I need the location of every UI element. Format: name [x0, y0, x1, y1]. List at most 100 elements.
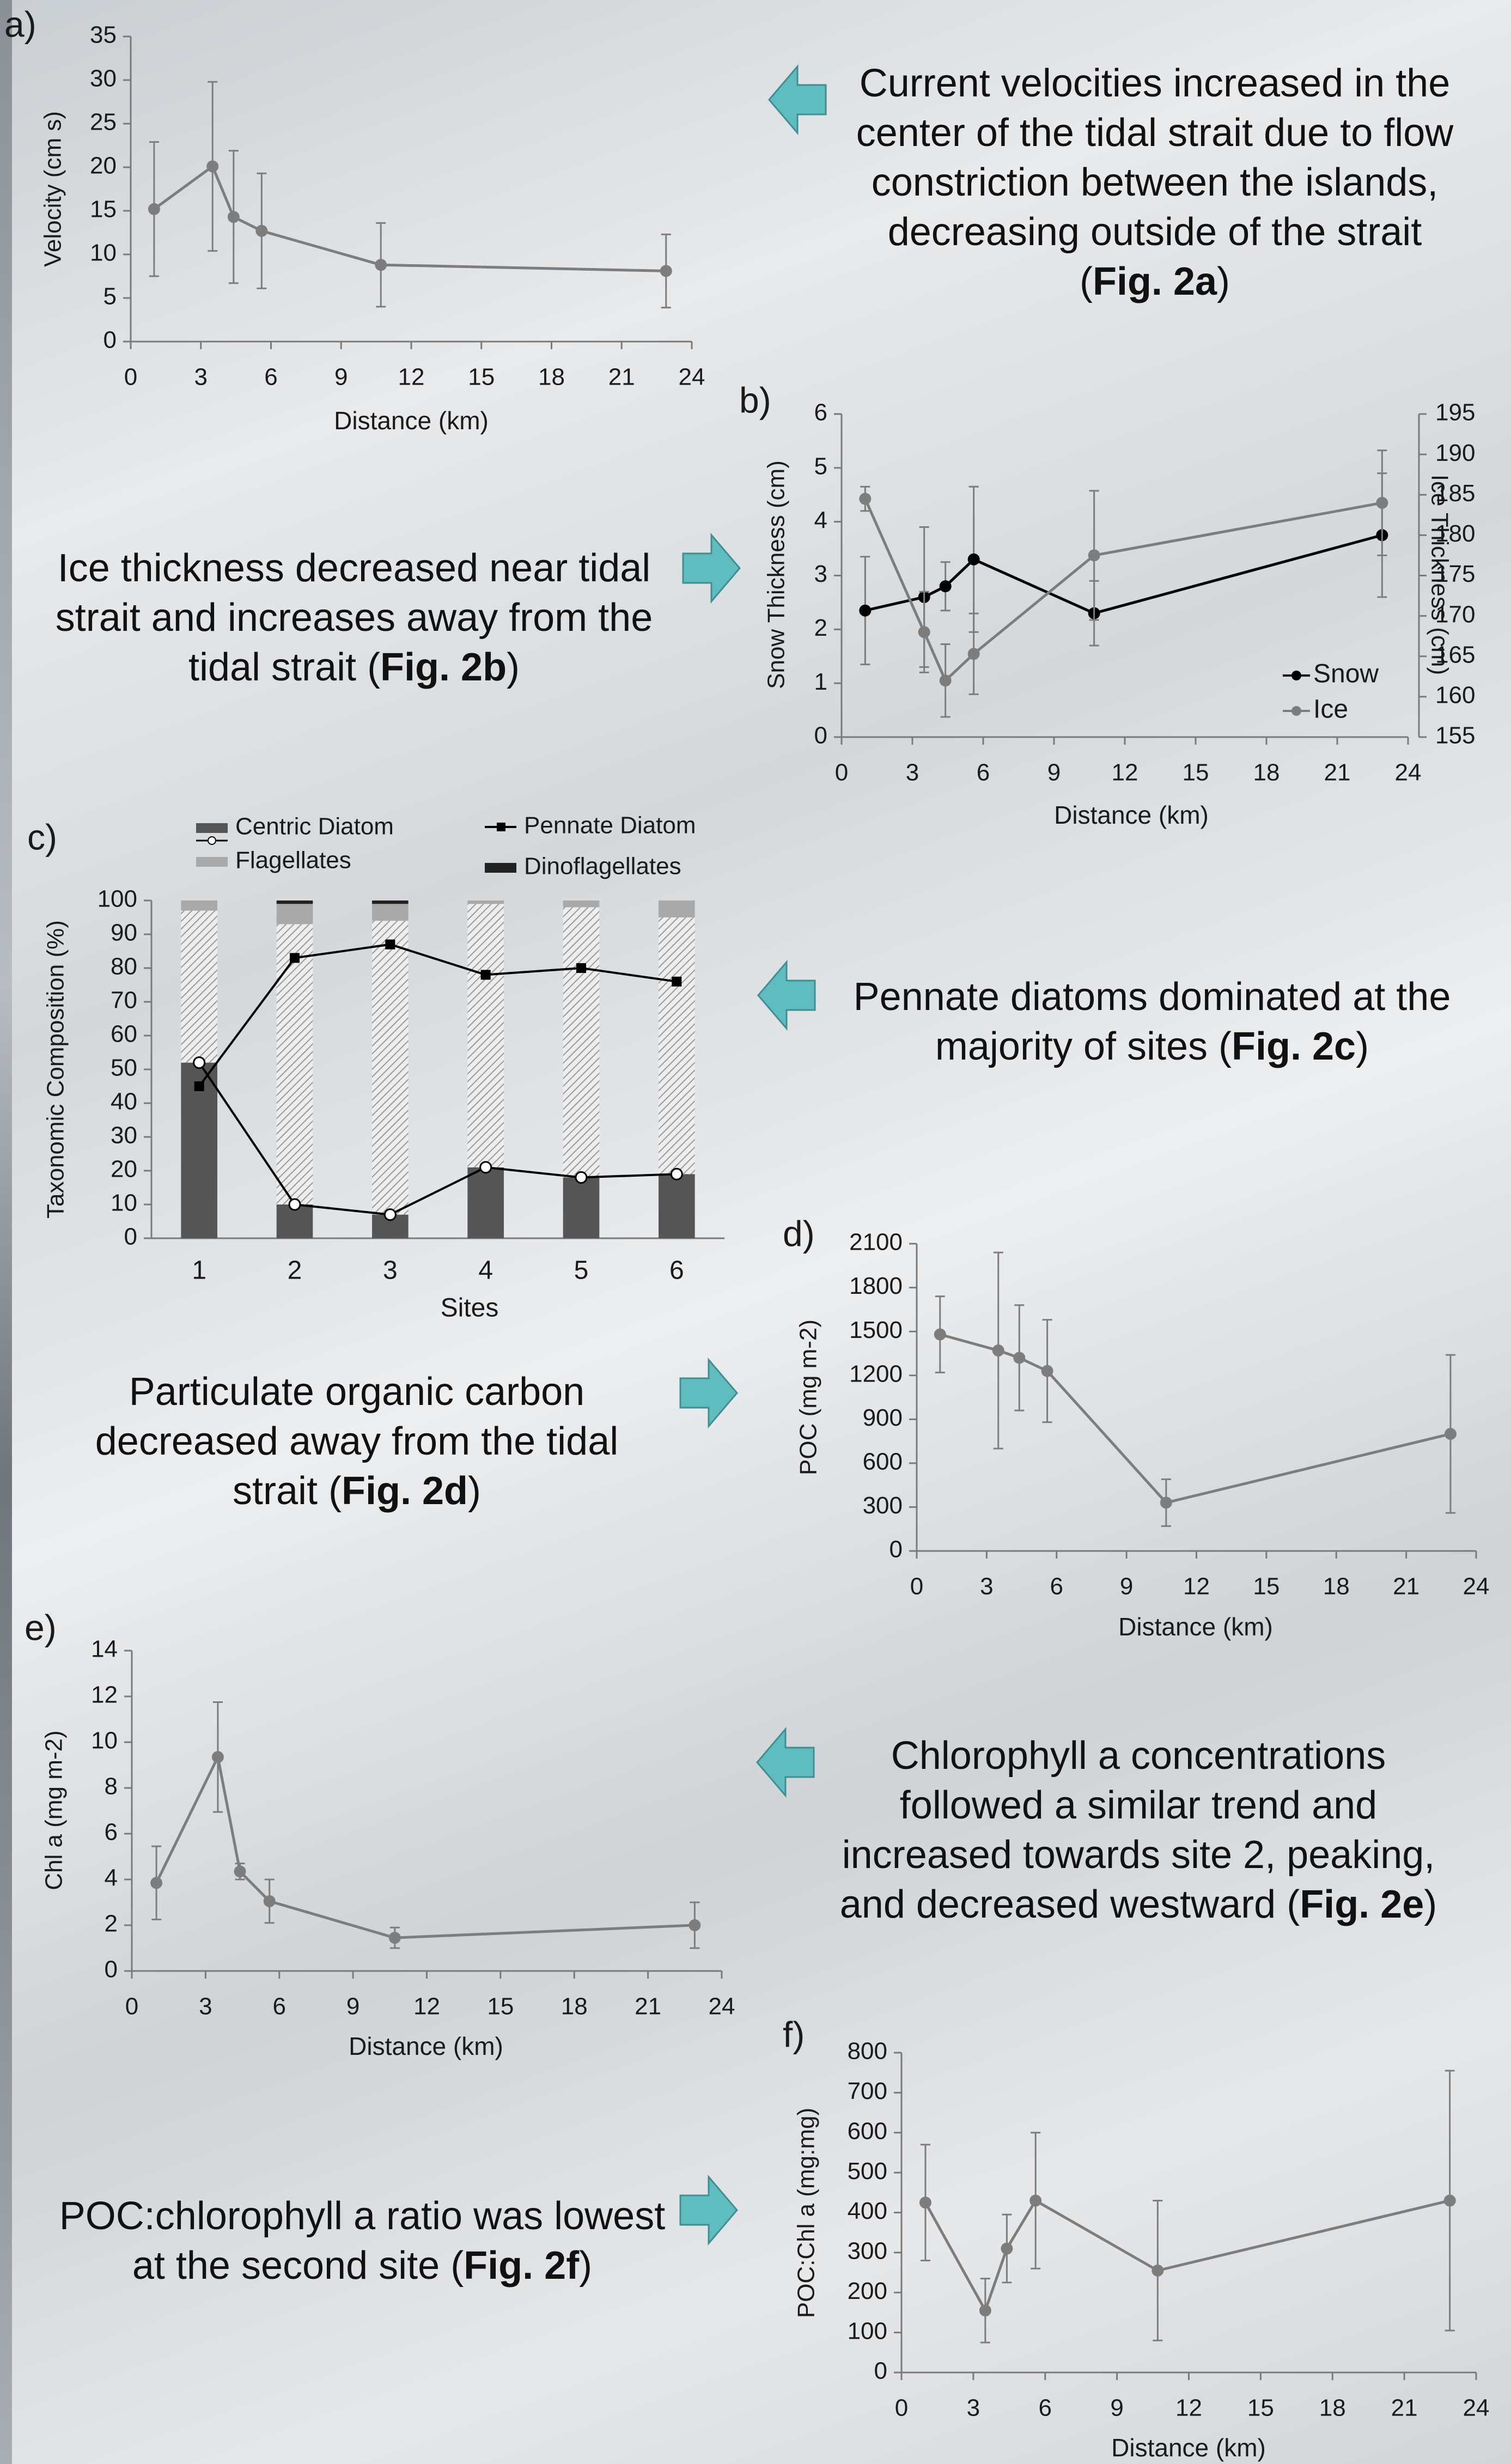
y2-tick-label: 160 — [1435, 682, 1475, 709]
x-tick-label: 18 — [538, 364, 565, 391]
marker-snow — [939, 580, 952, 593]
x-tick-label: 1 — [192, 1256, 206, 1285]
x-tick-label: 24 — [1463, 2395, 1490, 2422]
marker-series — [1001, 2242, 1013, 2255]
x-tick-label: 21 — [608, 364, 635, 391]
callout-d-text: Particulate organic carbon decreased awa… — [95, 1370, 619, 1513]
y2-tick-label: 175 — [1435, 561, 1475, 587]
x-tick-label: 5 — [574, 1256, 589, 1285]
y-tick-label: 40 — [111, 1088, 137, 1115]
bar-flagellates — [659, 901, 695, 917]
x-axis-label: Distance (km) — [1118, 1613, 1273, 1641]
y-tick-label: 100 — [848, 2317, 887, 2344]
line-centric-diatom — [198, 1062, 677, 1216]
callout-b-end: ) — [507, 646, 520, 689]
marker-pennate-diatom — [290, 953, 300, 963]
marker-series — [1444, 1428, 1457, 1440]
line-series — [940, 1333, 1451, 1505]
marker-ice — [1376, 497, 1388, 509]
callout-b: Ice thickness decreased near tidal strai… — [33, 544, 675, 692]
line-ice — [864, 498, 1382, 683]
marker-series — [919, 2197, 931, 2209]
arrow-left-icon — [756, 1727, 815, 1798]
bar-pennate-diatom — [467, 904, 504, 1167]
line-pennate-diatom — [198, 943, 677, 1087]
x-axis-label: Distance (km) — [349, 2032, 503, 2060]
x-tick-label: 2 — [288, 1256, 302, 1285]
x-tick-label: 9 — [334, 364, 348, 391]
marker-ice — [939, 674, 952, 687]
legend-label: Snow — [1313, 660, 1379, 689]
callout-b-ref: Fig. 2b — [380, 646, 507, 689]
y-tick-label: 25 — [90, 109, 117, 136]
x-tick-label: 0 — [125, 1993, 138, 2020]
x-tick-label: 15 — [1247, 2395, 1274, 2422]
callout-f-ref: Fig. 2f — [464, 2244, 580, 2287]
y-tick-label: 2 — [814, 615, 827, 641]
y-tick-label: 5 — [103, 283, 117, 310]
y-tick-label: 50 — [111, 1055, 137, 1081]
legend-swatch — [196, 823, 228, 833]
marker-series — [992, 1344, 1004, 1357]
x-tick-label: 24 — [709, 1993, 735, 2020]
y-tick-label: 200 — [848, 2278, 887, 2304]
callout-a: Current velocities increased in the cent… — [847, 59, 1463, 307]
bar-centric-diatom — [563, 1177, 600, 1238]
y-tick-label: 30 — [111, 1122, 137, 1149]
y-tick-label: 300 — [863, 1492, 903, 1519]
marker-series — [689, 1919, 701, 1931]
x-tick-label: 12 — [1175, 2395, 1202, 2422]
legend-marker — [1291, 671, 1301, 680]
arrow-left-icon — [757, 960, 816, 1031]
y-tick-label: 30 — [90, 65, 117, 92]
x-axis-label: Distance (km) — [334, 406, 489, 435]
bar-pennate-diatom — [181, 910, 217, 1063]
arrow-left-icon — [768, 64, 827, 135]
y-tick-label: 90 — [111, 920, 137, 946]
y2-tick-label: 190 — [1435, 440, 1475, 466]
arrow-right-icon — [679, 1358, 738, 1428]
marker-series — [1029, 2194, 1042, 2207]
y-tick-label: 0 — [105, 1956, 118, 1983]
y2-tick-label: 195 — [1435, 399, 1475, 426]
y-axis-label: POC:Chl a (mg:mg) — [793, 2108, 820, 2318]
y-axis-label: Velocity (cm s) — [40, 111, 66, 267]
bar-flagellates — [276, 904, 313, 924]
callout-a-ref: Fig. 2a — [1092, 260, 1217, 303]
callout-a-text: Current velocities increased in the cent… — [856, 62, 1454, 303]
x-tick-label: 6 — [1039, 2395, 1052, 2422]
y-tick-label: 500 — [848, 2158, 887, 2185]
bar-flagellates — [372, 904, 409, 921]
line-series — [155, 1753, 695, 1939]
marker-pennate-diatom — [672, 976, 682, 987]
callout-d-ref: Fig. 2d — [342, 1469, 468, 1513]
y-tick-label: 0 — [874, 2358, 887, 2384]
background-edge — [0, 0, 12, 2464]
x-tick-label: 3 — [980, 1573, 993, 1600]
y-tick-label: 5 — [814, 453, 827, 479]
x-tick-label: 6 — [669, 1256, 684, 1285]
y2-tick-label: 185 — [1435, 480, 1475, 507]
x-tick-label: 18 — [1323, 1573, 1350, 1600]
y-tick-label: 6 — [105, 1819, 118, 1846]
callout-f-text: POC:chlorophyll a ratio was lowest at th… — [59, 2194, 666, 2287]
marker-series — [150, 1877, 163, 1889]
marker-series — [263, 1895, 276, 1907]
legend-marker — [208, 836, 216, 845]
x-tick-label: 24 — [679, 364, 705, 391]
y-tick-label: 35 — [90, 22, 117, 48]
y-tick-label: 1 — [814, 668, 827, 695]
legend-swatch — [485, 863, 516, 873]
line-series — [153, 164, 666, 272]
y-tick-label: 10 — [111, 1190, 137, 1216]
y-tick-label: 3 — [814, 561, 827, 587]
legend-label: Centric Diatom — [235, 813, 394, 840]
y-tick-label: 900 — [863, 1404, 903, 1431]
marker-series — [388, 1932, 401, 1944]
marker-series — [1443, 2194, 1456, 2207]
marker-series — [1151, 2264, 1164, 2277]
panel-label: c) — [27, 817, 57, 857]
x-tick-label: 15 — [487, 1993, 514, 2020]
